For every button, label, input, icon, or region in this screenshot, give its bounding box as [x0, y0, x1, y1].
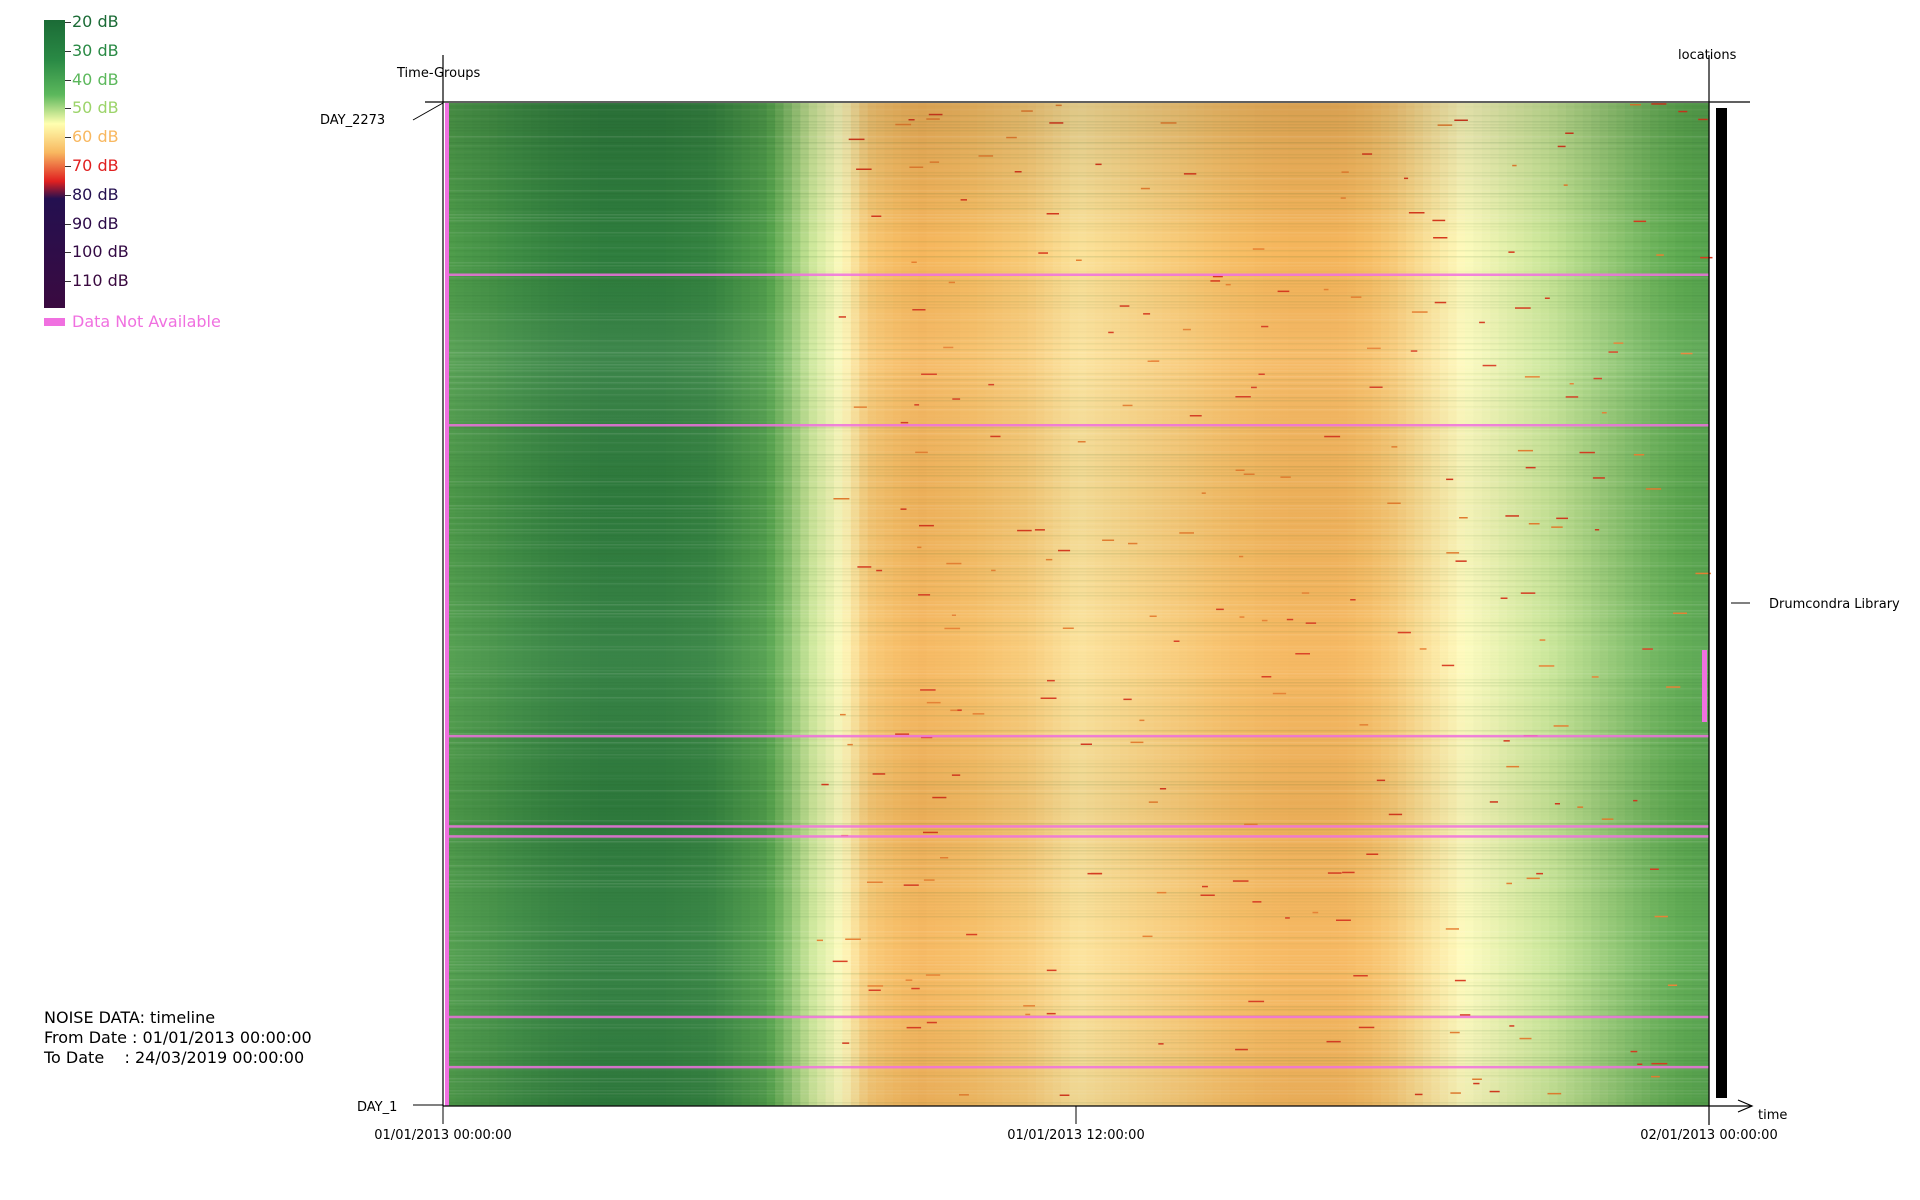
legend-label: 20 dB	[72, 12, 119, 31]
x-tick-label-2: 02/01/2013 00:00:00	[1640, 1128, 1777, 1143]
x-tick-label-1: 01/01/2013 12:00:00	[1007, 1128, 1144, 1143]
legend-tick	[65, 108, 71, 110]
x-axis-title: time	[1758, 1108, 1787, 1123]
legend-label: 100 dB	[72, 242, 129, 262]
no-data-right-segment	[1702, 650, 1707, 722]
na-swatch	[44, 318, 65, 326]
legend-label: 90 dB	[72, 213, 119, 233]
info-to-date: To Date : 24/03/2019 00:00:00	[44, 1048, 305, 1067]
right-axis-title: locations	[1678, 48, 1737, 63]
no-data-lines	[447, 273, 1709, 1069]
y-bottom-label: DAY_1	[357, 1100, 397, 1115]
legend-tick	[65, 223, 71, 225]
legend-label: 50 dB	[72, 98, 119, 118]
info-from-date: From Date : 01/01/2013 00:00:00	[44, 1028, 312, 1047]
no-data-line	[447, 1015, 1709, 1019]
color-legend: 20 dB 30 dB 40 dB 50 dB 60 dB 70 dB 80 dB 90 dB…	[44, 14, 264, 340]
legend-tick	[65, 22, 71, 23]
legend-label: 60 dB	[72, 127, 119, 147]
no-data-line	[447, 1065, 1709, 1069]
x-axis-arrow	[1737, 1099, 1754, 1113]
no-data-line	[447, 825, 1709, 828]
no-data-line	[447, 424, 1709, 427]
legend-tick	[65, 50, 71, 52]
info-block: NOISE DATA: timeline From Date : 01/01/20…	[44, 1008, 312, 1068]
info-title: NOISE DATA: timeline	[44, 1008, 216, 1027]
legend-tick	[65, 79, 71, 81]
x-tick-label-0: 01/01/2013 00:00:00	[374, 1128, 511, 1143]
legend-label: 70 dB	[72, 156, 119, 175]
y-top-label: DAY_2273	[320, 113, 385, 128]
legend-tick	[65, 281, 71, 283]
legend-tick	[65, 194, 71, 196]
na-label: Data Not Available	[72, 312, 221, 331]
no-data-line	[447, 835, 1709, 838]
legend-tick	[65, 252, 71, 254]
legend-label: 40 dB	[72, 69, 119, 89]
heatmap-shading	[447, 103, 1710, 1106]
location-label: Drumcondra Library	[1769, 597, 1900, 612]
no-data-left-strip	[445, 103, 449, 1106]
no-data-line	[447, 273, 1709, 276]
y-top-pointer	[412, 102, 444, 121]
legend-tick	[65, 137, 71, 139]
y-axis-title: Time-Groups	[396, 66, 481, 81]
legend-label: 30 dB	[72, 40, 119, 60]
legend-gradient	[44, 20, 65, 308]
legend-label: 110 dB	[72, 271, 129, 291]
no-data-line	[447, 734, 1709, 738]
location-bar	[1716, 108, 1727, 1098]
legend-label: 80 dB	[72, 184, 119, 204]
legend-tick	[65, 166, 71, 167]
